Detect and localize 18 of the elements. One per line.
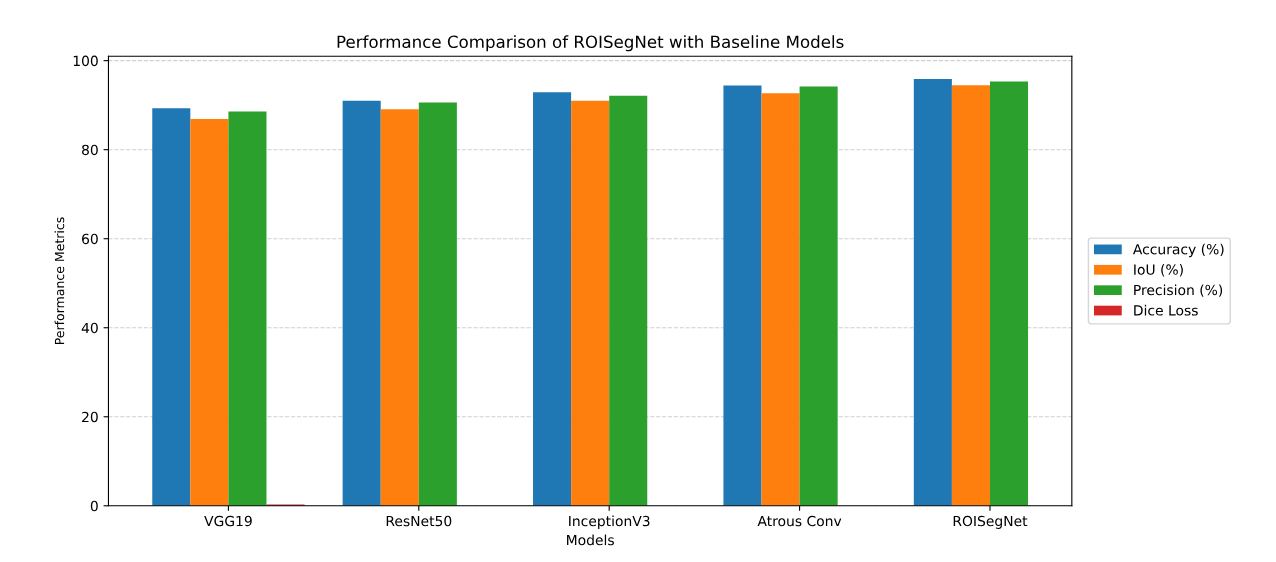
x-tick-label: Atrous Conv: [757, 515, 842, 527]
y-tick-label: 40: [81, 322, 98, 334]
x-tick-label: VGG19: [204, 515, 252, 527]
y-tick-label: 20: [82, 411, 98, 423]
legend-label: Precision (%): [1134, 284, 1223, 297]
x-tick-label: InceptionV3: [569, 515, 650, 529]
chart-title: Performance Comparison of ROISegNet with Baseline Models: [337, 35, 844, 52]
legend-label: IoU (%): [1134, 264, 1183, 277]
y-tick-label: 80: [82, 144, 98, 156]
x-tick-label: ROISegNet: [953, 515, 1028, 529]
x-axis-title: Models: [567, 534, 614, 546]
legend-label: Accuracy (%): [1132, 243, 1224, 258]
x-tick-label: ResNet50: [386, 515, 452, 527]
y-tick-label: 60: [82, 233, 98, 245]
y-tick-label: 100: [73, 55, 98, 67]
legend-label: Dice Loss: [1134, 304, 1198, 316]
y-tick-label: 0: [90, 500, 98, 512]
y-axis-title: Performance Metrics: [54, 217, 65, 345]
